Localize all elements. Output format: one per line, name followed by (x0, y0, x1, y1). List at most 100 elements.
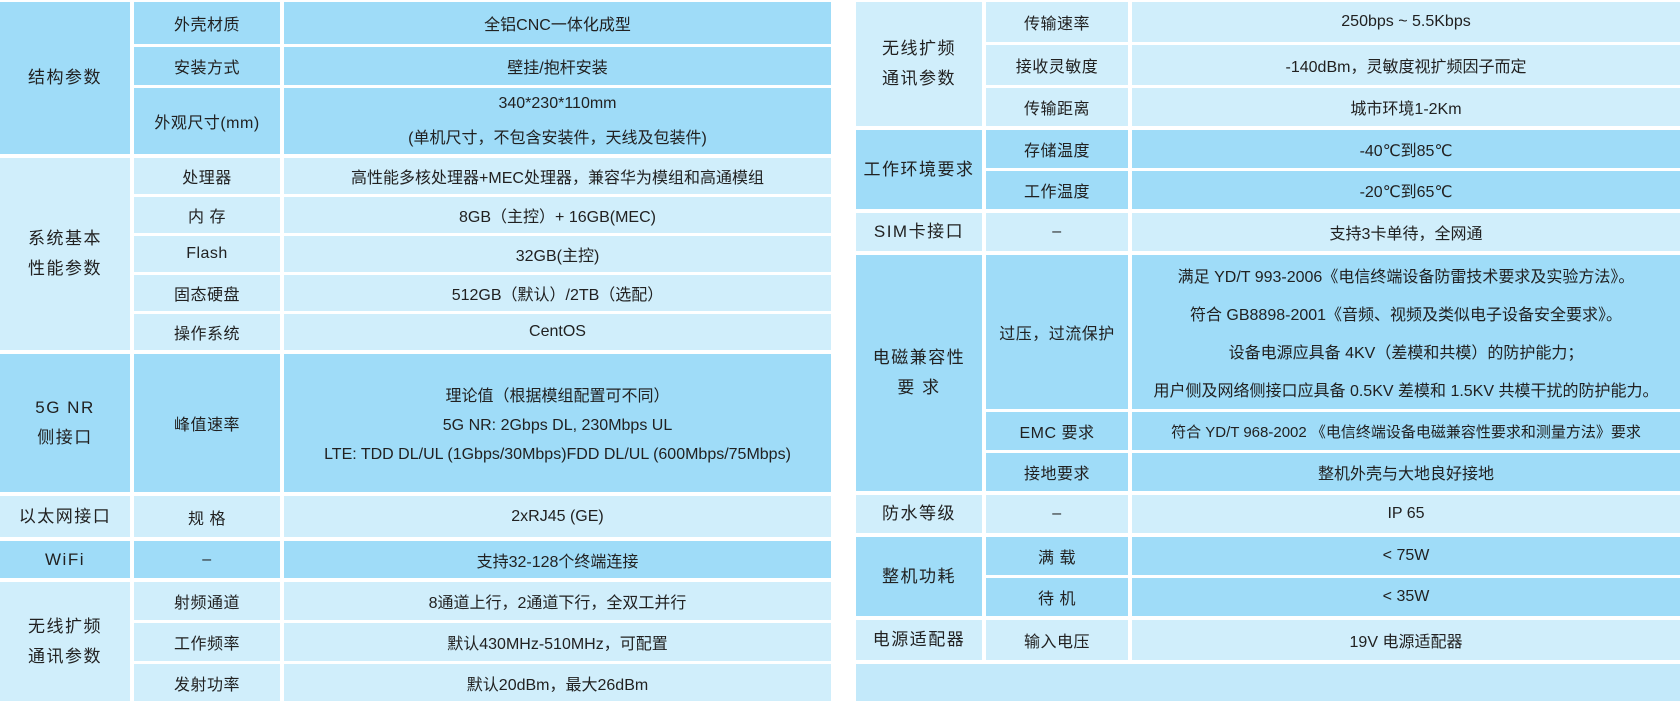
section-emc-requirements: 电磁兼容性 要 求 过压，过流保护 满足 YD/T 993-2006《电信终端设… (856, 255, 1680, 491)
value-cell: CentOS (284, 314, 831, 350)
param-cell: 过压，过流保护 (986, 255, 1128, 409)
param-cell: 内 存 (134, 197, 280, 233)
category-label: 工作环境要求 (863, 159, 975, 179)
table-row: – 支持32-128个终端连接 (134, 541, 831, 578)
section-wifi: WiFi – 支持32-128个终端连接 (0, 541, 831, 578)
table-row: Flash 32GB(主控) (134, 236, 831, 272)
category-cell: 工作环境要求 (856, 130, 982, 209)
table-row: 接收灵敏度 -140dBm，灵敏度视扩频因子而定 (986, 45, 1680, 85)
category-label: 系统基本 (28, 229, 102, 249)
table-row: 操作系统 CentOS (134, 314, 831, 350)
value-cell: 满足 YD/T 993-2006《电信终端设备防雷技术要求及实验方法》。 符合 … (1132, 255, 1680, 409)
section-rows: 射频通道 8通道上行，2通道下行，全双工并行 工作频率 默认430MHz-510… (134, 582, 831, 701)
category-label: 性能参数 (28, 259, 102, 278)
table-row: 内 存 8GB（主控）+ 16GB(MEC) (134, 197, 831, 233)
category-cell: SIM卡接口 (856, 213, 982, 251)
section-rows: 处理器 高性能多核处理器+MEC处理器，兼容华为模组和高通模组 内 存 8GB（… (134, 158, 831, 350)
value-cell: 高性能多核处理器+MEC处理器，兼容华为模组和高通模组 (284, 158, 831, 194)
param-cell: 固态硬盘 (134, 275, 280, 311)
param-cell: 接收灵敏度 (986, 45, 1128, 85)
value-line: 设备电源应具备 4KV（差模和共模）的防护能力； (1228, 345, 1584, 362)
section-spread-spectrum-right: 无线扩频 通讯参数 传输速率 250bps ~ 5.5Kbps 接收灵敏度 -1… (856, 2, 1680, 126)
value-cell: 整机外壳与大地良好接地 (1132, 453, 1680, 491)
value-cell: 512GB（默认）/2TB（选配） (284, 275, 831, 311)
value-cell: 32GB(主控) (284, 236, 831, 272)
param-cell: 峰值速率 (134, 354, 280, 492)
section-rows: – IP 65 (986, 495, 1680, 533)
value-cell: 全铝CNC一体化成型 (284, 2, 831, 44)
param-cell: 安装方式 (134, 47, 280, 85)
value-line: 19V 电源适配器 (1349, 634, 1463, 651)
category-label: 电磁兼容性 (872, 348, 966, 368)
category-cell: 系统基本 性能参数 (0, 158, 130, 350)
value-line: 城市环境1-2Km (1350, 101, 1462, 118)
param-cell: – (986, 495, 1128, 533)
category-label: 侧接口 (37, 428, 93, 447)
category-cell: 5G NR 侧接口 (0, 354, 130, 492)
category-label: 通讯参数 (882, 69, 956, 88)
table-row: 工作频率 默认430MHz-510MHz，可配置 (134, 623, 831, 661)
value-line: 整机外壳与大地良好接地 (1317, 466, 1494, 483)
table-row: 工作温度 -20℃到65℃ (986, 171, 1680, 209)
table-row: – IP 65 (986, 495, 1680, 533)
section-rows: – 支持32-128个终端连接 (134, 541, 831, 578)
value-line: 8GB（主控）+ 16GB(MEC) (459, 209, 656, 226)
value-cell: -20℃到65℃ (1132, 171, 1680, 209)
param-cell: 规 格 (134, 496, 280, 537)
category-label: 整机功耗 (882, 566, 956, 586)
value-line: 支持32-128个终端连接 (476, 553, 639, 571)
value-line: 壁挂/抱杆安装 (507, 60, 608, 77)
category-label: 结构参数 (28, 68, 102, 88)
section-power-adapter: 电源适配器 输入电压 19V 电源适配器 (856, 620, 1680, 660)
table-row: 规 格 2xRJ45 (GE) (134, 496, 831, 537)
table-row: 接地要求 整机外壳与大地良好接地 (986, 453, 1680, 491)
param-cell: 满 载 (986, 537, 1128, 575)
category-label: 无线扩频 (882, 39, 956, 59)
value-cell: 250bps ~ 5.5Kbps (1132, 2, 1680, 42)
param-cell: EMC 要求 (986, 412, 1128, 450)
param-cell: 存储温度 (986, 130, 1128, 168)
section-structure-params: 结构参数 外壳材质 全铝CNC一体化成型 安装方式 壁挂/抱杆安装 外观尺寸(m… (0, 2, 831, 154)
value-cell: 8通道上行，2通道下行，全双工并行 (284, 582, 831, 620)
value-line: 理论值（根据模组配置可不同） (445, 388, 670, 405)
section-rows: 存储温度 -40℃到85℃ 工作温度 -20℃到65℃ (986, 130, 1680, 209)
empty-bottom-row (856, 664, 1680, 701)
category-cell: 防水等级 (856, 495, 982, 533)
param-cell: 工作频率 (134, 623, 280, 661)
value-cell: 2xRJ45 (GE) (284, 496, 831, 537)
category-cell: 结构参数 (0, 2, 130, 154)
value-line: 高性能多核处理器+MEC处理器，兼容华为模组和高通模组 (351, 170, 764, 187)
value-line: 32GB(主控) (515, 248, 600, 265)
table-row: 待 机 < 35W (986, 578, 1680, 616)
category-cell: 无线扩频 通讯参数 (856, 2, 982, 126)
value-cell: 支持32-128个终端连接 (284, 541, 831, 578)
value-line: 符合 YD/T 968-2002 《电信终端设备电磁兼容性要求和测量方法》要求 (1171, 423, 1641, 441)
spec-table-right: 无线扩频 通讯参数 传输速率 250bps ~ 5.5Kbps 接收灵敏度 -1… (856, 0, 1680, 701)
table-row: 满 载 < 75W (986, 537, 1680, 575)
value-line: 全铝CNC一体化成型 (484, 17, 631, 34)
param-cell: 工作温度 (986, 171, 1128, 209)
value-line: 512GB（默认）/2TB（选配） (451, 287, 664, 304)
param-cell: 操作系统 (134, 314, 280, 350)
param-cell: 接地要求 (986, 453, 1128, 491)
value-line: 用户侧及网络侧接口应具备 0.5KV 差模和 1.5KV 共模干扰的防护能力。 (1153, 383, 1659, 400)
value-line: < 75W (1382, 547, 1430, 564)
value-cell: 默认20dBm，最大26dBm (284, 664, 831, 701)
category-label: SIM卡接口 (873, 222, 965, 242)
value-line: LTE: TDD DL/UL (1Gbps/30Mbps)FDD DL/UL (… (324, 446, 791, 463)
table-row: 传输速率 250bps ~ 5.5Kbps (986, 2, 1680, 42)
param-cell: – (986, 213, 1128, 251)
section-power-consumption: 整机功耗 满 载 < 75W 待 机 < 35W (856, 537, 1680, 616)
value-cell: -40℃到85℃ (1132, 130, 1680, 168)
value-line: -40℃到85℃ (1359, 143, 1453, 160)
value-cell: 默认430MHz-510MHz，可配置 (284, 623, 831, 661)
value-line: 支持3卡单待，全网通 (1329, 226, 1483, 243)
category-label: WiFi (45, 549, 85, 569)
param-cell: 射频通道 (134, 582, 280, 620)
param-cell: 待 机 (986, 578, 1128, 616)
table-row: 处理器 高性能多核处理器+MEC处理器，兼容华为模组和高通模组 (134, 158, 831, 194)
value-line: 默认430MHz-510MHz，可配置 (447, 636, 668, 653)
param-cell: 传输速率 (986, 2, 1128, 42)
category-label: 要 求 (897, 378, 941, 397)
value-line: CentOS (529, 323, 586, 340)
